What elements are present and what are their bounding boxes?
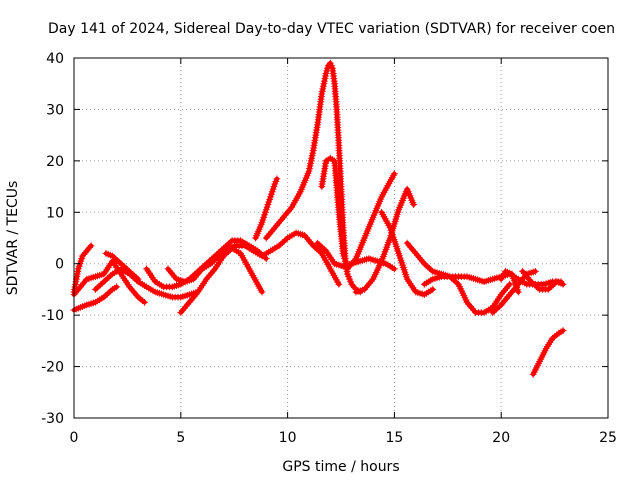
data-point [326, 59, 334, 67]
series-sat-u [529, 327, 567, 378]
data-point [327, 62, 335, 70]
series-sat-k [318, 154, 351, 273]
data-point [87, 242, 95, 250]
axis-ticks [73, 57, 609, 419]
data-point [306, 162, 314, 170]
data-point [75, 262, 83, 270]
series-sat-q [420, 273, 514, 317]
data-point [134, 275, 142, 283]
x-tick-label: 10 [279, 430, 297, 446]
data-point [390, 170, 398, 178]
data-point [506, 280, 514, 288]
series-sat-b [70, 257, 148, 306]
y-tick-label: 0 [55, 257, 64, 273]
data-point [267, 190, 275, 198]
data-point [531, 267, 539, 275]
data-point [141, 298, 148, 306]
x-tick-labels: 0 5 10 15 20 25 [70, 430, 617, 446]
series-sat-s [497, 267, 522, 296]
x-tick-label: 0 [70, 430, 79, 446]
x-tick-label: 15 [385, 430, 403, 446]
data-point [113, 283, 121, 291]
y-tick-label: 10 [46, 205, 64, 221]
data-point [347, 278, 355, 286]
y-tick-label: -30 [41, 411, 64, 427]
x-tick-label: 25 [599, 430, 617, 446]
data-point [270, 183, 278, 191]
data-point [514, 288, 522, 296]
data-point [429, 285, 437, 293]
data-point [78, 255, 86, 263]
data-point [273, 175, 281, 183]
series-sat-m [343, 170, 398, 273]
data-point [268, 188, 276, 196]
y-axis-label: SDTVAR / TECUs [5, 181, 21, 296]
data-point [258, 288, 266, 296]
data-point [319, 85, 327, 93]
data-point [259, 216, 267, 224]
data-point [258, 219, 266, 227]
x-tick-label: 5 [176, 430, 185, 446]
data-point [262, 206, 270, 214]
series-group [70, 59, 567, 378]
data-point [74, 265, 82, 273]
x-tick-label: 20 [492, 430, 510, 446]
y-tick-label: -20 [41, 360, 64, 376]
y-tick-label: 40 [46, 51, 64, 67]
series-sat-o [378, 208, 437, 299]
data-point [271, 180, 279, 188]
data-point [335, 280, 343, 288]
data-point [261, 211, 268, 219]
series-sat-e [102, 249, 142, 283]
y-tick-labels: -30 -20 -10 0 10 20 30 40 [41, 51, 64, 427]
data-point [323, 67, 331, 75]
y-tick-label: 30 [46, 102, 64, 118]
data-point [559, 327, 567, 335]
grid [74, 58, 608, 418]
data-point [267, 193, 274, 201]
series-sat-n [352, 185, 418, 296]
series-sat-i [252, 175, 281, 242]
data-point [340, 252, 348, 260]
series-sat-h [177, 244, 266, 317]
chart-title: Day 141 of 2024, Sidereal Day-to-day VTE… [48, 21, 615, 37]
data-point [261, 208, 269, 216]
x-axis-label: GPS time / hours [282, 459, 399, 475]
data-point [559, 280, 567, 288]
data-point [265, 198, 273, 206]
data-point [410, 201, 418, 209]
y-tick-label: -10 [41, 308, 64, 324]
data-point [390, 265, 398, 273]
data-point [308, 154, 316, 162]
series-sat-g [164, 229, 343, 288]
plot-frame [73, 57, 609, 419]
data-point [339, 249, 347, 257]
y-tick-label: 20 [46, 154, 64, 170]
data-point [346, 275, 353, 283]
series-sat-t [519, 267, 567, 293]
data-point [264, 201, 272, 209]
